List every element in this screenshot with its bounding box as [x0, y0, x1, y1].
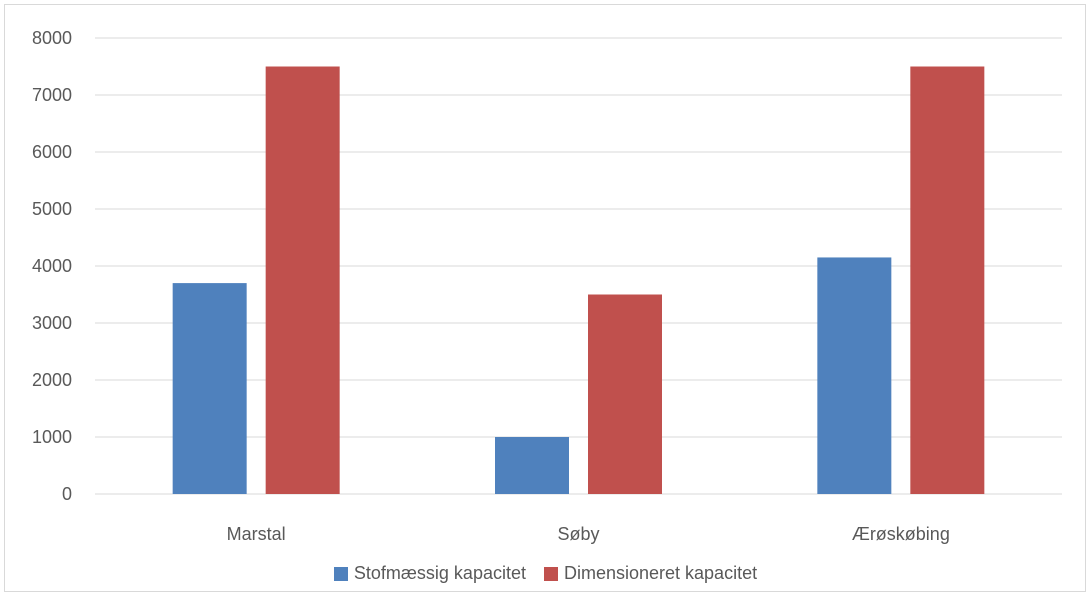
y-tick-label: 7000	[32, 85, 72, 105]
legend-item-dimensioneret: Dimensioneret kapacitet	[543, 563, 758, 584]
y-tick-label: 0	[62, 484, 72, 504]
legend-swatch-stofmaessig	[333, 566, 348, 581]
y-tick-label: 3000	[32, 313, 72, 333]
gridlines	[95, 37, 1062, 495]
y-tick-label: 1000	[32, 427, 72, 447]
bar-dimensioneret-2	[910, 66, 985, 494]
bars	[172, 66, 985, 494]
legend-swatch-dimensioneret	[543, 566, 558, 581]
x-axis-labels: Marstal Søby Ærøskøbing	[227, 524, 950, 544]
y-tick-label: 4000	[32, 256, 72, 276]
x-category-label: Ærøskøbing	[852, 524, 950, 544]
legend: Stofmæssig kapacitet Dimensioneret kapac…	[0, 563, 1091, 584]
x-category-label: Søby	[557, 524, 599, 544]
x-category-label: Marstal	[227, 524, 286, 544]
bar-dimensioneret-1	[588, 294, 662, 494]
y-tick-label: 6000	[32, 142, 72, 162]
bar-dimensioneret-0	[265, 66, 340, 494]
legend-label-stofmaessig: Stofmæssig kapacitet	[353, 563, 526, 583]
y-tick-label: 5000	[32, 199, 72, 219]
y-tick-label: 8000	[32, 28, 72, 48]
bar-stofmaessig-2	[817, 257, 892, 494]
bar-stofmaessig-0	[172, 283, 247, 494]
y-tick-label: 2000	[32, 370, 72, 390]
bar-stofmaessig-1	[495, 437, 569, 494]
y-axis-ticks: 0 1000 2000 3000 4000 5000 6000 7000 8000	[32, 28, 72, 504]
legend-item-stofmaessig: Stofmæssig kapacitet	[333, 563, 526, 584]
legend-label-dimensioneret: Dimensioneret kapacitet	[563, 563, 758, 583]
